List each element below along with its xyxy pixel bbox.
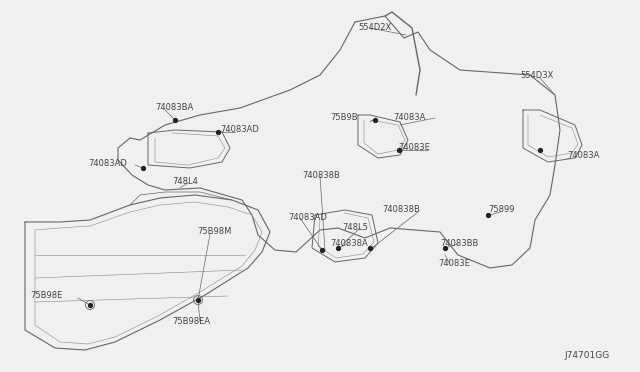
Text: 74083BA: 74083BA: [155, 103, 193, 112]
Text: 74083BB: 74083BB: [440, 238, 478, 247]
Text: 74083E: 74083E: [398, 144, 430, 153]
Text: 748L4: 748L4: [172, 177, 198, 186]
Text: 74083E: 74083E: [438, 260, 470, 269]
Text: 75B98M: 75B98M: [197, 228, 232, 237]
Text: 740838A: 740838A: [330, 238, 368, 247]
Text: 74083A: 74083A: [567, 151, 600, 160]
Text: 75899: 75899: [488, 205, 515, 215]
Text: 748L5: 748L5: [342, 224, 368, 232]
Text: 74083AD: 74083AD: [220, 125, 259, 135]
Text: 554D2X: 554D2X: [358, 23, 391, 32]
Text: 740838B: 740838B: [382, 205, 420, 215]
Text: 554D3X: 554D3X: [520, 71, 554, 80]
Text: J74701GG: J74701GG: [564, 350, 610, 359]
Text: 75B98E: 75B98E: [30, 292, 62, 301]
Text: 75B9B: 75B9B: [330, 113, 358, 122]
Text: 74083AD: 74083AD: [88, 158, 127, 167]
Text: 75B98EA: 75B98EA: [172, 317, 210, 327]
Text: 74083AD: 74083AD: [288, 214, 327, 222]
Text: 740838B: 740838B: [302, 170, 340, 180]
Text: 74083A: 74083A: [393, 113, 426, 122]
